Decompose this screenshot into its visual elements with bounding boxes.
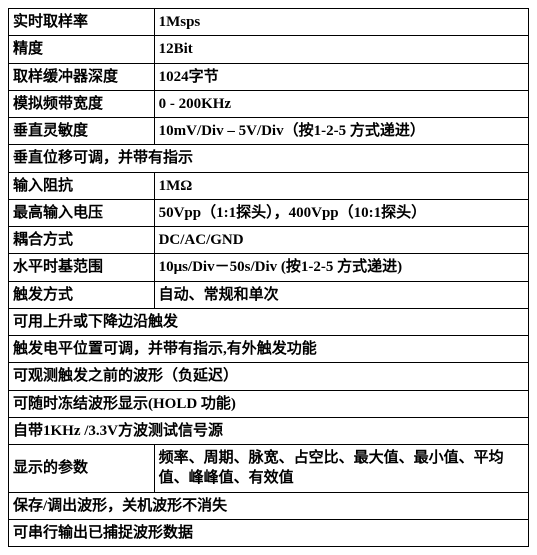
spec-value: 频率、周期、脉宽、占空比、最大值、最小值、平均值、峰峰值、有效值 — [154, 445, 528, 493]
spec-value: 1Msps — [154, 9, 528, 36]
spec-label: 水平时基范围 — [9, 254, 155, 281]
spec-label: 取样缓冲器深度 — [9, 63, 155, 90]
spec-full-row: 可随时冻结波形显示(HOLD 功能) — [9, 390, 529, 417]
spec-value: 50Vpp（1:1探头），400Vpp（10:1探头） — [154, 199, 528, 226]
table-row: 可随时冻结波形显示(HOLD 功能) — [9, 390, 529, 417]
spec-full-row: 可观测触发之前的波形（负延迟） — [9, 363, 529, 390]
spec-full-row: 触发电平位置可调，并带有指示,有外触发功能 — [9, 336, 529, 363]
table-row: 模拟频带宽度 0 - 200KHz — [9, 90, 529, 117]
table-row: 垂直灵敏度10mV/Div – 5V/Div（按1-2-5 方式递进） — [9, 118, 529, 145]
table-row: 触发电平位置可调，并带有指示,有外触发功能 — [9, 336, 529, 363]
spec-full-row: 可用上升或下降边沿触发 — [9, 308, 529, 335]
spec-value: 自动、常规和单次 — [154, 281, 528, 308]
spec-label: 实时取样率 — [9, 9, 155, 36]
spec-value: 1MΩ — [154, 172, 528, 199]
spec-value: DC/AC/GND — [154, 227, 528, 254]
spec-full-row: 保存/调出波形，关机波形不消失 — [9, 492, 529, 519]
spec-table-body: 实时取样率1Msps精度12Bit取样缓冲器深度1024字节模拟频带宽度 0 -… — [9, 9, 529, 547]
table-row: 水平时基范围10μs/Div－50s/Div (按1-2-5 方式递进) — [9, 254, 529, 281]
spec-value: 10mV/Div – 5V/Div（按1-2-5 方式递进） — [154, 118, 528, 145]
table-row: 输入阻抗1MΩ — [9, 172, 529, 199]
table-row: 实时取样率1Msps — [9, 9, 529, 36]
spec-label: 耦合方式 — [9, 227, 155, 254]
spec-table: 实时取样率1Msps精度12Bit取样缓冲器深度1024字节模拟频带宽度 0 -… — [8, 8, 529, 547]
table-row: 可串行输出已捕捉波形数据 — [9, 519, 529, 546]
spec-full-row: 垂直位移可调，并带有指示 — [9, 145, 529, 172]
spec-full-row: 可串行输出已捕捉波形数据 — [9, 519, 529, 546]
table-row: 最高输入电压50Vpp（1:1探头），400Vpp（10:1探头） — [9, 199, 529, 226]
table-row: 显示的参数频率、周期、脉宽、占空比、最大值、最小值、平均值、峰峰值、有效值 — [9, 445, 529, 493]
table-row: 精度12Bit — [9, 36, 529, 63]
spec-label: 显示的参数 — [9, 445, 155, 493]
spec-label: 精度 — [9, 36, 155, 63]
table-row: 可用上升或下降边沿触发 — [9, 308, 529, 335]
spec-value: 0 - 200KHz — [154, 90, 528, 117]
table-row: 取样缓冲器深度1024字节 — [9, 63, 529, 90]
spec-label: 垂直灵敏度 — [9, 118, 155, 145]
table-row: 保存/调出波形，关机波形不消失 — [9, 492, 529, 519]
table-row: 耦合方式DC/AC/GND — [9, 227, 529, 254]
table-row: 可观测触发之前的波形（负延迟） — [9, 363, 529, 390]
spec-label: 触发方式 — [9, 281, 155, 308]
table-row: 触发方式自动、常规和单次 — [9, 281, 529, 308]
spec-label: 最高输入电压 — [9, 199, 155, 226]
table-row: 自带1KHz /3.3V方波测试信号源 — [9, 417, 529, 444]
table-row: 垂直位移可调，并带有指示 — [9, 145, 529, 172]
spec-label: 模拟频带宽度 — [9, 90, 155, 117]
spec-value: 12Bit — [154, 36, 528, 63]
spec-full-row: 自带1KHz /3.3V方波测试信号源 — [9, 417, 529, 444]
spec-value: 10μs/Div－50s/Div (按1-2-5 方式递进) — [154, 254, 528, 281]
spec-value: 1024字节 — [154, 63, 528, 90]
spec-label: 输入阻抗 — [9, 172, 155, 199]
